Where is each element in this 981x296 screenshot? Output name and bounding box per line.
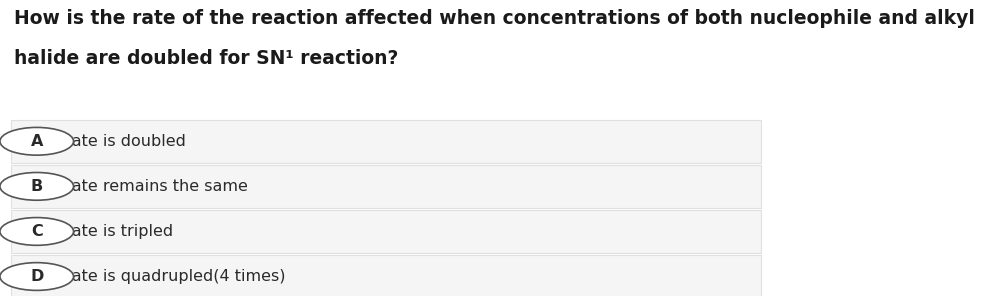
Text: B: B	[30, 179, 43, 194]
FancyBboxPatch shape	[12, 120, 761, 163]
Text: How is the rate of the reaction affected when concentrations of both nucleophile: How is the rate of the reaction affected…	[14, 9, 974, 28]
Text: C: C	[30, 224, 42, 239]
FancyBboxPatch shape	[12, 255, 761, 296]
Text: rate is tripled: rate is tripled	[65, 224, 174, 239]
FancyBboxPatch shape	[12, 165, 761, 208]
Circle shape	[0, 173, 74, 200]
Circle shape	[0, 127, 74, 155]
Text: rate is quadrupled(4 times): rate is quadrupled(4 times)	[65, 269, 285, 284]
Circle shape	[0, 218, 74, 245]
Text: rate remains the same: rate remains the same	[65, 179, 248, 194]
Circle shape	[0, 263, 74, 290]
Text: rate is doubled: rate is doubled	[65, 134, 186, 149]
FancyBboxPatch shape	[12, 210, 761, 253]
Text: A: A	[30, 134, 43, 149]
Text: D: D	[30, 269, 43, 284]
Text: halide are doubled for SN¹ reaction?: halide are doubled for SN¹ reaction?	[14, 49, 398, 68]
